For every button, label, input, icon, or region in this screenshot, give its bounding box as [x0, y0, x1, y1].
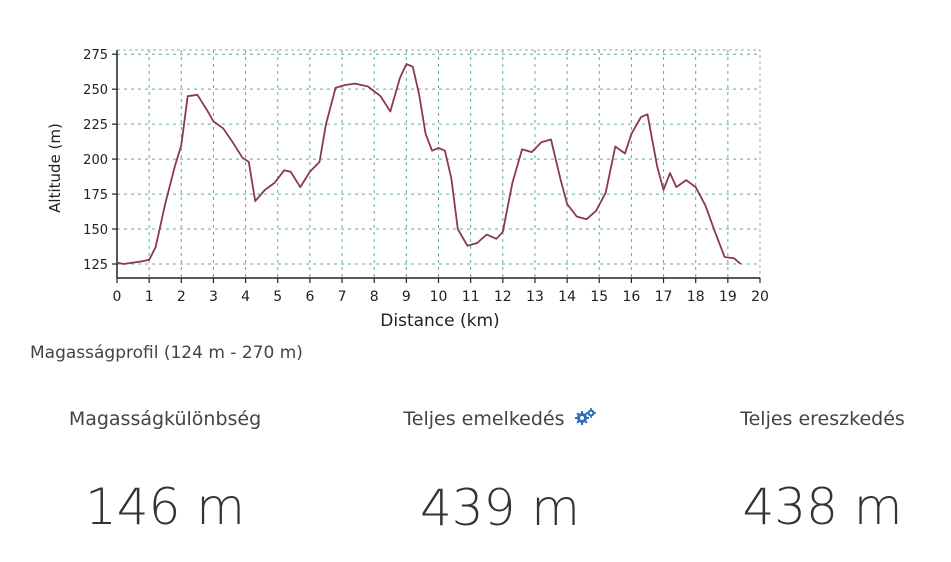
stat-label: Magasságkülönbség: [68, 408, 262, 430]
y-tick-label: 225: [83, 118, 108, 133]
x-tick-label: 9: [402, 289, 411, 305]
x-tick-label: 16: [622, 289, 640, 305]
y-tick-label: 200: [83, 153, 108, 168]
y-tick-label: 275: [83, 48, 108, 63]
x-tick-label: 14: [558, 289, 576, 305]
x-tick-label: 10: [430, 289, 448, 305]
stat-label: Teljes emelkedés: [403, 408, 565, 430]
x-tick-label: 19: [719, 289, 737, 305]
x-tick-label: 2: [177, 289, 186, 305]
stat-label-row: Teljes emelkedés: [370, 408, 630, 431]
x-tick-label: 18: [687, 289, 705, 305]
y-tick-label: 150: [83, 223, 108, 238]
y-tick-label: 250: [83, 83, 108, 98]
chart-grid: [116, 49, 761, 279]
x-tick-label: 20: [751, 289, 769, 305]
chart-ticks: 0 1 2 3 4 5 6 7 8 9 10 11 12 13 14 15 16 17 18 19 2012515017…: [83, 48, 769, 305]
chart-series: [116, 63, 742, 265]
stat-label: Teljes ereszkedés: [740, 408, 905, 430]
stat-value: 146 m: [84, 478, 246, 536]
x-tick-label: 1: [145, 289, 154, 305]
x-tick-label: 6: [305, 289, 314, 305]
x-tick-label: 8: [370, 289, 379, 305]
y-tick-label: 175: [83, 188, 108, 203]
y-axis-label: Altitude (m): [46, 123, 64, 213]
x-tick-label: 4: [241, 289, 250, 305]
stat-elevation-difference: Magasságkülönbség 146 m: [40, 408, 290, 536]
x-tick-label: 11: [462, 289, 480, 305]
stat-value: 438 m: [742, 478, 903, 536]
chart-axes: [112, 50, 761, 283]
stat-total-descent: Teljes ereszkedés 438 m: [700, 408, 945, 536]
profile-caption: Magasságprofil (124 m - 270 m): [30, 343, 303, 363]
x-tick-label: 5: [273, 289, 282, 305]
y-tick-label: 125: [83, 258, 108, 273]
x-tick-label: 0: [113, 289, 122, 305]
x-tick-label: 15: [590, 289, 608, 305]
x-axis-label: Distance (km): [380, 311, 499, 331]
stat-value: 439 m: [419, 479, 581, 537]
x-tick-label: 13: [526, 289, 544, 305]
elevation-line: [116, 63, 742, 265]
x-tick-label: 17: [655, 289, 673, 305]
elevation-chart: 0 1 2 3 4 5 6 7 8 9 10 11 12 13 14 15 16 17 18 19 2012515017…: [46, 48, 769, 331]
gears-icon[interactable]: [574, 408, 597, 431]
x-tick-label: 12: [494, 289, 512, 305]
x-tick-label: 3: [209, 289, 218, 305]
x-tick-label: 7: [338, 289, 347, 305]
stat-total-ascent: Teljes emelkedés 439 m: [370, 408, 630, 537]
